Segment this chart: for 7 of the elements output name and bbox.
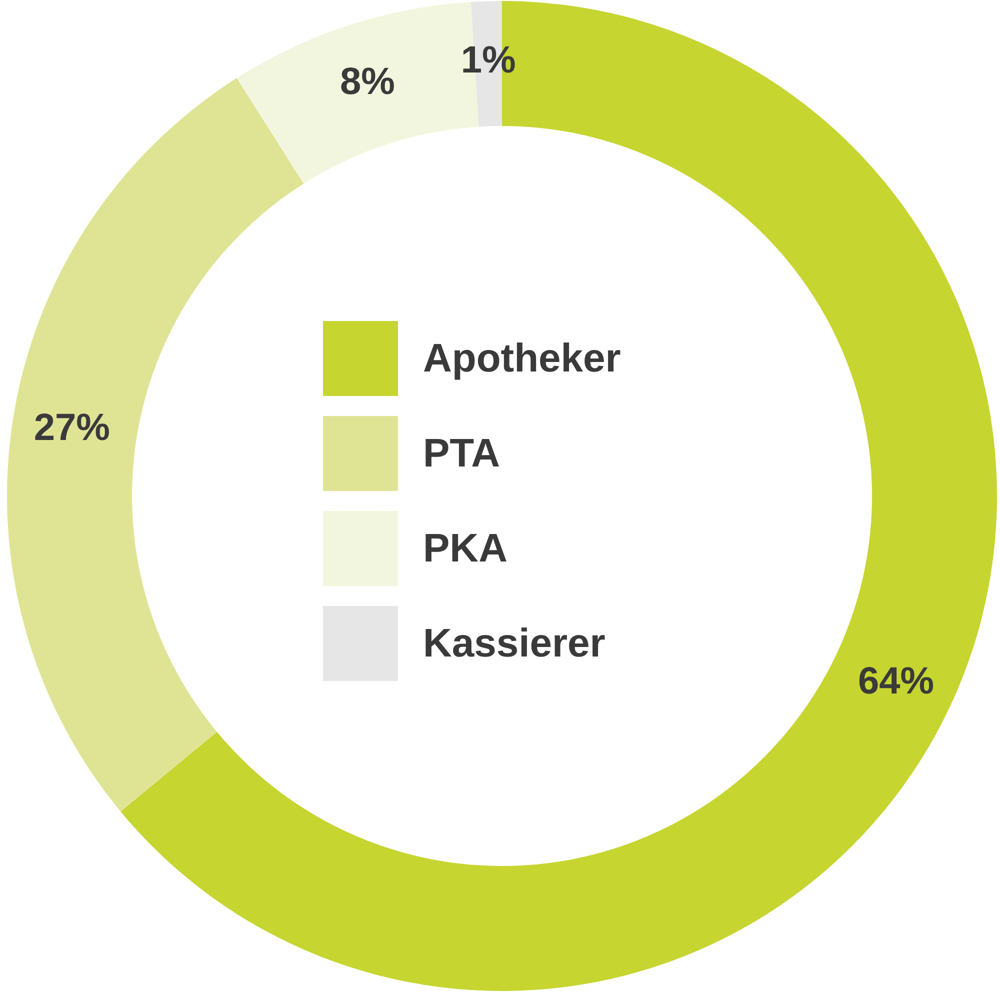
legend-label: PTA — [423, 432, 500, 476]
legend-label: Kassierer — [423, 622, 606, 666]
legend-label: PKA — [423, 526, 508, 570]
data-label: 64% — [858, 660, 934, 702]
data-label: 27% — [34, 406, 110, 449]
data-label: 8% — [340, 60, 395, 103]
legend-label: Apotheker — [423, 336, 621, 380]
